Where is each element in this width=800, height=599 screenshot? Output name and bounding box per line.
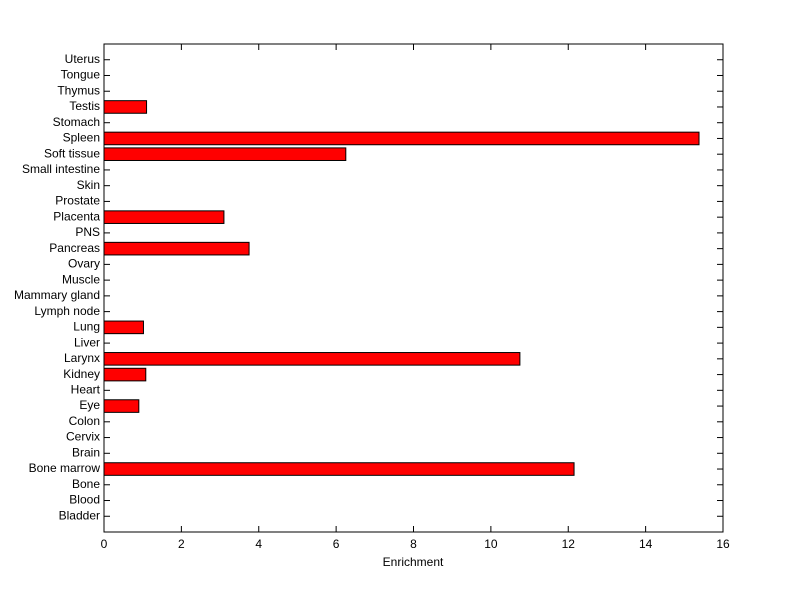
y-tick-label: Bladder [59, 508, 100, 522]
y-tick-label: Bone [72, 477, 100, 491]
y-tick-label: Testis [69, 99, 100, 113]
x-tick-label: 2 [178, 537, 185, 551]
bar [103, 100, 148, 114]
y-tick-label: Small intestine [22, 162, 100, 176]
x-tick-label: 16 [716, 537, 730, 551]
y-tick-label: Heart [71, 382, 101, 396]
y-tick-label: Prostate [55, 194, 100, 208]
y-tick-label: Mammary gland [14, 288, 100, 302]
bar [103, 367, 147, 382]
x-tick-label: 12 [562, 537, 576, 551]
x-tick-label: 4 [255, 537, 262, 551]
bar [103, 241, 250, 256]
y-tick-label: Tongue [61, 68, 101, 82]
x-tick-label: 6 [333, 537, 340, 551]
bar [103, 352, 521, 366]
y-tick-label: Placenta [53, 209, 100, 223]
x-tick-label: 10 [484, 537, 498, 551]
y-tick-label: Lymph node [34, 304, 100, 318]
bar [103, 147, 347, 161]
y-tick-label: Lung [73, 320, 100, 334]
x-tick-label: 8 [410, 537, 417, 551]
x-axis-label: Enrichment [383, 555, 444, 569]
y-tick-label: Bone marrow [29, 461, 101, 475]
y-tick-label: Larynx [64, 351, 100, 365]
bar [103, 399, 140, 413]
bar [103, 320, 144, 335]
bar [103, 131, 700, 146]
y-tick-label: Skin [77, 178, 100, 192]
x-tick-label: 0 [101, 537, 108, 551]
y-tick-label: Liver [74, 335, 100, 349]
y-tick-label: PNS [75, 225, 100, 239]
plot-frame [103, 43, 724, 533]
bar [103, 210, 225, 224]
y-tick-label: Blood [69, 493, 100, 507]
y-tick-label: Muscle [62, 272, 100, 286]
y-tick-label: Thymus [57, 83, 100, 97]
y-tick-label: Colon [69, 414, 100, 428]
y-tick-label: Soft tissue [44, 146, 100, 160]
x-tick-label: 14 [639, 537, 653, 551]
y-tick-label: Spleen [63, 131, 100, 145]
y-tick-label: Cervix [66, 430, 100, 444]
y-tick-label: Kidney [63, 367, 100, 381]
bar [103, 462, 575, 476]
y-tick-label: Brain [72, 445, 100, 459]
y-tick-label: Ovary [68, 257, 100, 271]
y-tick-label: Stomach [53, 115, 100, 129]
y-tick-label: Eye [79, 398, 100, 412]
y-tick-label: Pancreas [49, 241, 100, 255]
y-tick-label: Uterus [65, 52, 100, 66]
